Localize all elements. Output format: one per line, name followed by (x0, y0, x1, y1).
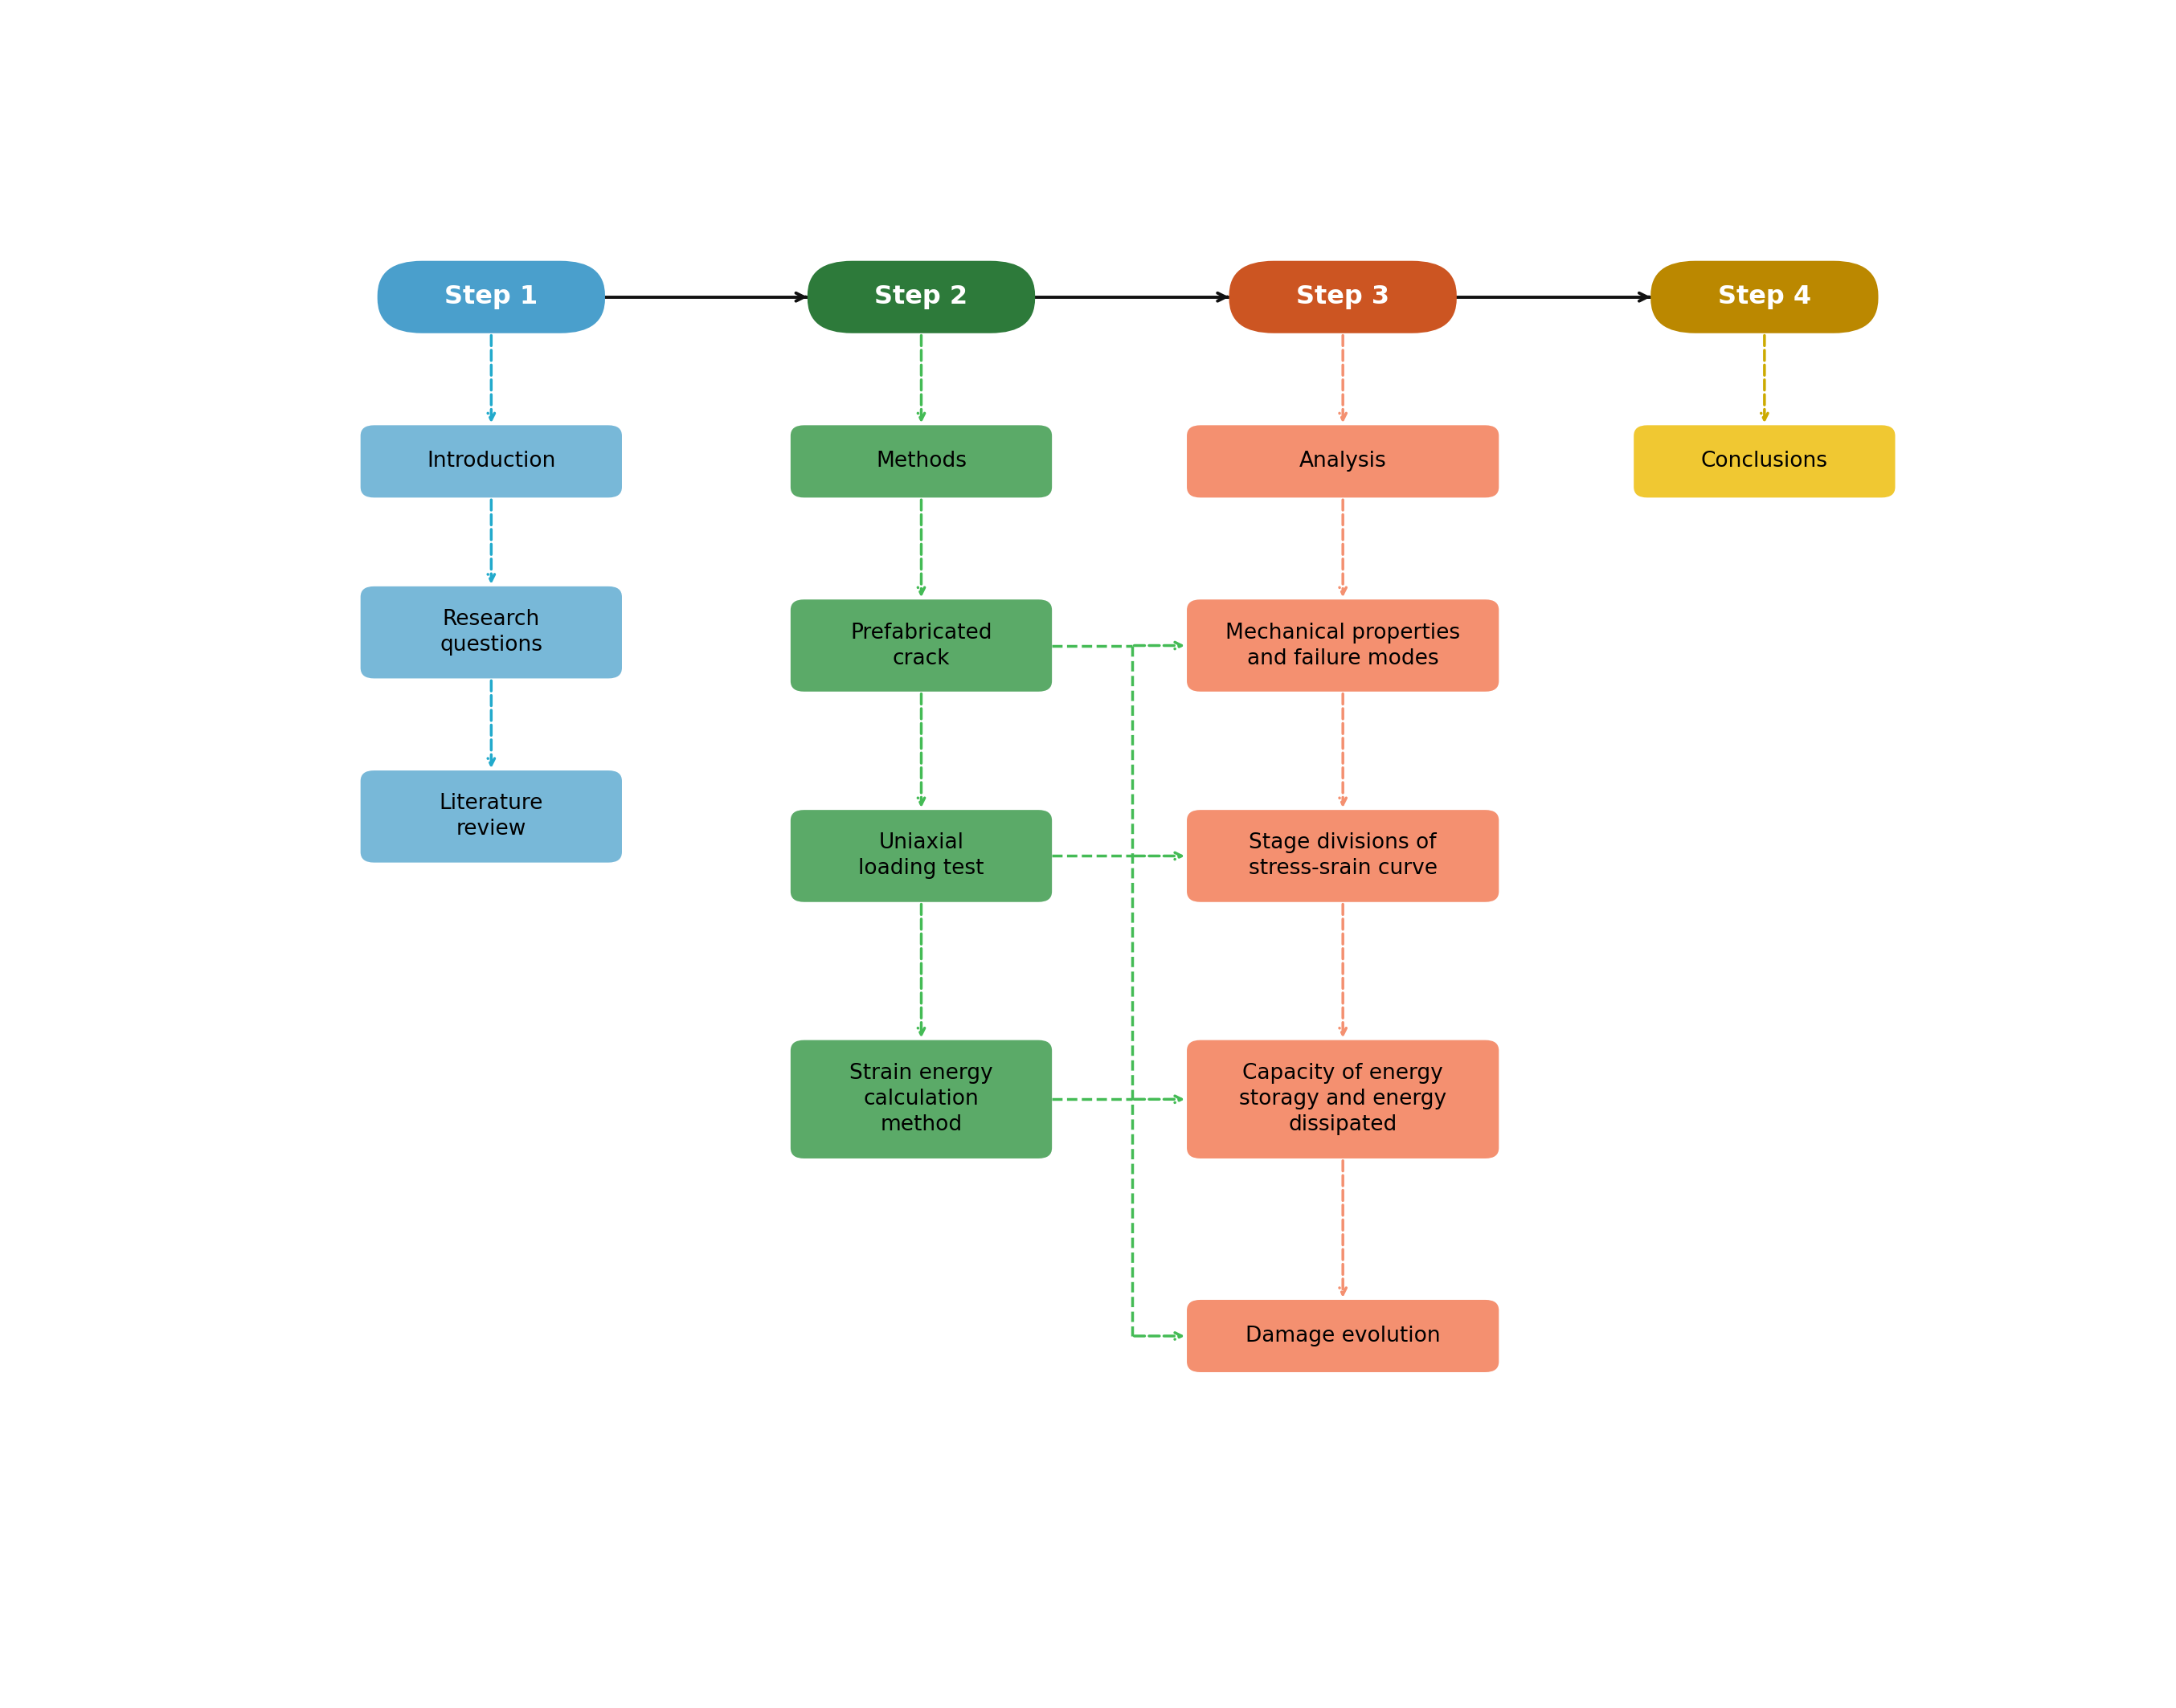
FancyBboxPatch shape (361, 586, 622, 678)
Text: Step 3: Step 3 (1297, 285, 1390, 309)
FancyBboxPatch shape (1186, 1300, 1499, 1372)
Text: Conclusions: Conclusions (1702, 451, 1828, 471)
FancyBboxPatch shape (1229, 261, 1456, 333)
FancyBboxPatch shape (790, 1040, 1051, 1158)
Text: Step 2: Step 2 (875, 285, 968, 309)
Text: Mechanical properties
and failure modes: Mechanical properties and failure modes (1225, 622, 1460, 670)
FancyBboxPatch shape (1634, 425, 1895, 497)
Text: Analysis: Analysis (1299, 451, 1386, 471)
Text: Step 4: Step 4 (1717, 285, 1810, 309)
Text: Damage evolution: Damage evolution (1245, 1325, 1441, 1346)
FancyBboxPatch shape (1186, 810, 1499, 902)
FancyBboxPatch shape (807, 261, 1036, 333)
FancyBboxPatch shape (790, 810, 1051, 902)
Text: Research
questions: Research questions (440, 610, 542, 656)
Text: Prefabricated
crack: Prefabricated crack (851, 622, 992, 670)
Text: Uniaxial
loading test: Uniaxial loading test (857, 834, 984, 880)
Text: Step 1: Step 1 (444, 285, 537, 309)
FancyBboxPatch shape (1186, 1040, 1499, 1158)
Text: Methods: Methods (877, 451, 966, 471)
FancyBboxPatch shape (790, 600, 1051, 692)
FancyBboxPatch shape (376, 261, 605, 333)
FancyBboxPatch shape (1186, 425, 1499, 497)
Text: Capacity of energy
storagy and energy
dissipated: Capacity of energy storagy and energy di… (1238, 1062, 1447, 1136)
Text: Stage divisions of
stress-srain curve: Stage divisions of stress-srain curve (1249, 834, 1438, 880)
FancyBboxPatch shape (790, 425, 1051, 497)
FancyBboxPatch shape (1186, 600, 1499, 692)
Text: Strain energy
calculation
method: Strain energy calculation method (849, 1062, 992, 1136)
Text: Introduction: Introduction (426, 451, 555, 471)
FancyBboxPatch shape (1652, 261, 1878, 333)
Text: Literature
review: Literature review (440, 793, 544, 840)
FancyBboxPatch shape (361, 425, 622, 497)
FancyBboxPatch shape (361, 770, 622, 863)
